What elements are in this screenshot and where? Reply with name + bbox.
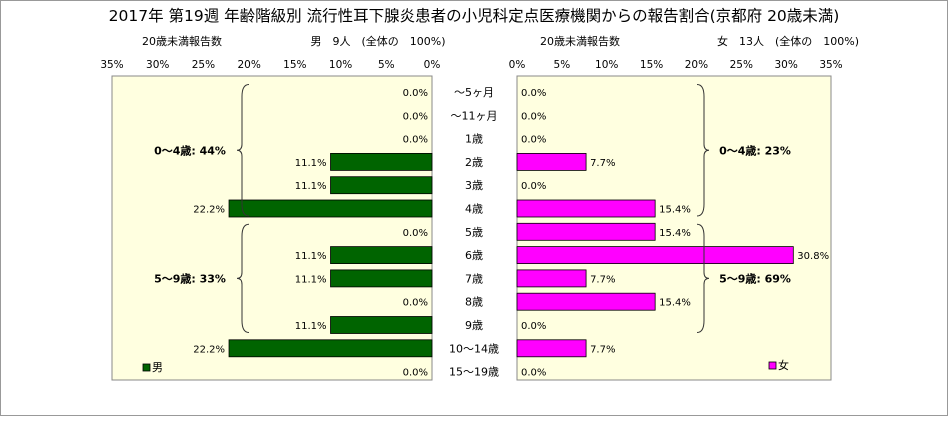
legend-male-swatch <box>142 363 151 372</box>
male-bar <box>330 152 433 171</box>
age-group-annotation: 5～9歳: 33% <box>154 271 226 285</box>
male-data-label: 0.0% <box>403 111 428 122</box>
right-x-tick-label: 10% <box>595 59 618 71</box>
female-data-label: 30.8% <box>797 251 829 262</box>
category-label: 10～14歳 <box>449 342 499 355</box>
male-data-label: 11.1% <box>295 158 327 169</box>
male-bar <box>330 269 433 288</box>
female-bar <box>516 246 794 265</box>
age-group-brace <box>236 84 250 217</box>
female-bar <box>516 152 587 171</box>
right-subtitle-total: 女 13人 (全体の 100%) <box>717 34 859 48</box>
left-subtitle-count: 20歳未満報告数 <box>142 35 222 48</box>
male-data-label: 0.0% <box>403 88 428 99</box>
age-group-annotation: 5～9歳: 69% <box>719 271 791 285</box>
category-label: 2歳 <box>465 156 483 169</box>
chart-title: 2017年 第19週 年齢階級別 流行性耳下腺炎患者の小児科定点医療機関からの報… <box>109 7 840 25</box>
female-data-label: 0.0% <box>521 181 546 192</box>
left-x-tick-label: 0% <box>424 59 441 71</box>
left-x-tick-label: 5% <box>378 59 395 71</box>
female-bar <box>516 292 656 311</box>
age-group-brace <box>696 223 710 333</box>
male-bar <box>330 176 433 195</box>
male-bar <box>330 316 433 334</box>
right-x-tick-label: 20% <box>685 59 708 71</box>
left-x-tick-label: 15% <box>283 59 306 71</box>
female-data-label: 0.0% <box>521 321 546 332</box>
male-bar <box>330 246 433 265</box>
category-label: 7歳 <box>465 272 483 285</box>
female-bar <box>516 339 587 358</box>
category-label: ～5ヶ月 <box>454 86 494 99</box>
category-label: 9歳 <box>465 319 483 332</box>
female-data-label: 0.0% <box>521 88 546 99</box>
male-data-label: 0.0% <box>403 368 428 379</box>
female-data-label: 0.0% <box>521 111 546 122</box>
female-data-label: 15.4% <box>659 228 691 239</box>
age-group-brace <box>696 84 710 217</box>
left-x-tick-label: 10% <box>329 59 352 71</box>
age-group-annotation: 0～4歳: 44% <box>154 143 226 157</box>
left-subtitle-total: 男 9人 (全体の 100%) <box>310 34 445 48</box>
category-label: 1歳 <box>465 133 483 146</box>
age-group-annotation: 0～4歳: 23% <box>719 143 791 157</box>
male-data-label: 11.1% <box>295 274 327 285</box>
left-x-tick-label: 30% <box>146 59 169 71</box>
male-data-label: 22.2% <box>193 205 225 216</box>
age-group-brace <box>236 223 250 333</box>
male-data-label: 0.0% <box>403 298 428 309</box>
male-data-label: 11.1% <box>295 321 327 332</box>
right-x-tick-label: 25% <box>730 59 753 71</box>
category-label: 4歳 <box>465 203 483 216</box>
right-x-tick-label: 0% <box>509 59 526 71</box>
male-data-label: 0.0% <box>403 228 428 239</box>
male-data-label: 11.1% <box>295 251 327 262</box>
female-data-label: 7.7% <box>590 274 615 285</box>
left-x-tick-label: 35% <box>100 59 123 71</box>
category-label: ～11ヶ月 <box>451 109 498 122</box>
male-data-label: 11.1% <box>295 181 327 192</box>
right-x-tick-label: 35% <box>819 59 842 71</box>
left-x-tick-label: 20% <box>237 59 260 71</box>
right-x-tick-label: 30% <box>774 59 797 71</box>
male-data-label: 0.0% <box>403 135 428 146</box>
legend-female-label: 女 <box>778 358 789 372</box>
male-bar <box>228 199 433 218</box>
female-data-label: 0.0% <box>521 135 546 146</box>
female-bar <box>516 222 656 241</box>
right-x-tick-label: 15% <box>640 59 663 71</box>
male-data-label: 22.2% <box>193 344 225 355</box>
female-data-label: 0.0% <box>521 368 546 379</box>
female-bar <box>516 269 587 288</box>
female-data-label: 15.4% <box>659 298 691 309</box>
left-plot-area <box>111 75 433 381</box>
right-x-tick-label: 5% <box>554 59 571 71</box>
category-label: 6歳 <box>465 249 483 262</box>
category-label: 15～19歳 <box>449 366 499 379</box>
legend-female-swatch <box>768 361 777 370</box>
category-label: 8歳 <box>465 296 483 309</box>
female-data-label: 7.7% <box>590 158 615 169</box>
category-label: 3歳 <box>465 179 483 192</box>
right-subtitle-count: 20歳未満報告数 <box>540 35 620 48</box>
male-bar <box>228 339 433 358</box>
female-bar <box>516 199 656 218</box>
category-label: 5歳 <box>465 226 483 239</box>
female-data-label: 15.4% <box>659 205 691 216</box>
legend-male-label: 男 <box>152 361 163 374</box>
female-data-label: 7.7% <box>590 344 615 355</box>
left-x-tick-label: 25% <box>192 59 215 71</box>
